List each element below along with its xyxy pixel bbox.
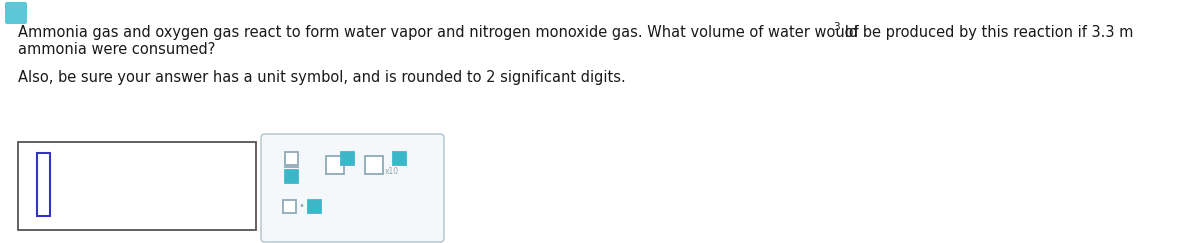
Text: Also, be sure your answer has a unit symbol, and is rounded to 2 significant dig: Also, be sure your answer has a unit sym… (18, 70, 625, 85)
FancyBboxPatch shape (5, 2, 28, 24)
FancyBboxPatch shape (286, 152, 298, 165)
FancyBboxPatch shape (394, 152, 406, 165)
FancyBboxPatch shape (283, 200, 296, 213)
FancyBboxPatch shape (37, 153, 50, 216)
Text: x10: x10 (385, 167, 400, 176)
Text: 3: 3 (833, 22, 840, 32)
Text: Ammonia gas and oxygen gas react to form water vapor and nitrogen monoxide gas. : Ammonia gas and oxygen gas react to form… (18, 25, 1133, 40)
FancyBboxPatch shape (262, 134, 444, 242)
FancyBboxPatch shape (326, 156, 344, 174)
FancyBboxPatch shape (286, 170, 298, 183)
FancyBboxPatch shape (341, 152, 354, 165)
FancyBboxPatch shape (308, 200, 322, 213)
FancyBboxPatch shape (365, 156, 383, 174)
Text: ammonia were consumed?: ammonia were consumed? (18, 42, 215, 57)
FancyBboxPatch shape (18, 142, 256, 230)
Text: •: • (299, 201, 305, 211)
Text: of: of (840, 25, 859, 40)
